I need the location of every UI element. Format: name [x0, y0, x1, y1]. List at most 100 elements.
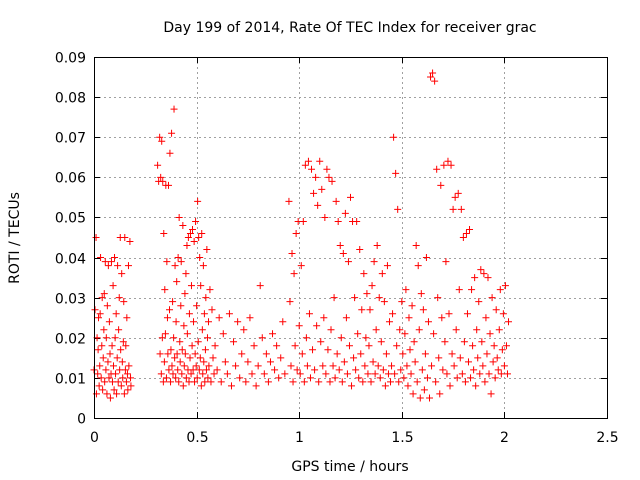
data-point — [112, 370, 120, 378]
data-point — [380, 298, 388, 306]
data-point — [362, 334, 370, 342]
data-point — [350, 354, 358, 362]
data-point — [477, 266, 485, 274]
data-point — [447, 161, 455, 169]
data-point — [256, 282, 264, 290]
data-point — [446, 382, 454, 390]
data-point — [338, 378, 346, 386]
data-point — [476, 370, 484, 378]
data-point — [193, 302, 201, 310]
data-point — [266, 358, 274, 366]
data-point — [163, 314, 171, 322]
data-point — [480, 270, 488, 278]
data-point — [361, 362, 369, 370]
data-point — [431, 77, 439, 85]
data-point — [309, 346, 317, 354]
data-point — [462, 229, 470, 237]
data-point — [434, 294, 442, 302]
data-point — [161, 330, 169, 338]
data-point — [343, 370, 351, 378]
data-point — [174, 254, 182, 262]
data-point — [448, 350, 456, 358]
data-point — [287, 362, 295, 370]
data-point — [484, 274, 492, 282]
plot-frame — [94, 57, 608, 419]
data-point — [367, 378, 375, 386]
data-point — [95, 382, 103, 390]
data-point — [503, 370, 511, 378]
data-point — [269, 330, 277, 338]
data-point — [348, 382, 356, 390]
data-point — [195, 366, 203, 374]
data-point — [306, 374, 314, 382]
data-point — [100, 290, 108, 298]
data-point — [98, 342, 106, 350]
data-point — [285, 197, 293, 205]
data-point — [169, 298, 177, 306]
data-point — [91, 306, 99, 314]
data-point — [156, 350, 164, 358]
data-point — [485, 370, 493, 378]
data-point — [358, 306, 366, 314]
data-point — [396, 326, 404, 334]
data-point — [410, 338, 418, 346]
data-points — [90, 69, 513, 402]
data-point — [344, 258, 352, 266]
data-point — [179, 382, 187, 390]
data-point — [215, 314, 223, 322]
data-point — [203, 334, 211, 342]
data-point — [378, 270, 386, 278]
data-point — [488, 294, 496, 302]
data-point — [230, 338, 238, 346]
data-point — [381, 382, 389, 390]
data-point — [505, 318, 513, 326]
data-point — [353, 217, 361, 225]
data-point — [227, 382, 235, 390]
data-point — [492, 306, 500, 314]
data-point — [221, 358, 229, 366]
data-point — [123, 370, 131, 378]
data-point — [117, 382, 125, 390]
data-point — [198, 326, 206, 334]
data-point — [176, 338, 184, 346]
data-point — [292, 229, 300, 237]
data-point — [463, 310, 471, 318]
data-point — [121, 366, 129, 374]
data-point — [117, 346, 125, 354]
data-point — [161, 286, 169, 294]
data-point — [494, 366, 502, 374]
data-point — [339, 250, 347, 258]
data-point — [172, 318, 180, 326]
y-tick-label: 0 — [77, 412, 86, 428]
data-point — [461, 378, 469, 386]
data-point — [312, 173, 320, 181]
data-point — [502, 342, 510, 350]
data-point — [469, 342, 477, 350]
data-point — [206, 286, 214, 294]
data-point — [466, 225, 474, 233]
data-point — [319, 362, 327, 370]
data-point — [437, 181, 445, 189]
data-point — [363, 290, 371, 298]
data-point — [202, 366, 210, 374]
data-point — [115, 326, 123, 334]
data-point — [199, 262, 207, 270]
data-point — [122, 342, 130, 350]
data-point — [164, 181, 172, 189]
data-point — [289, 378, 297, 386]
data-point — [388, 362, 396, 370]
data-point — [398, 298, 406, 306]
data-point — [281, 370, 289, 378]
x-axis-label: GPS time / hours — [291, 459, 408, 475]
data-point — [106, 394, 114, 402]
data-point — [164, 350, 172, 358]
data-point — [387, 378, 395, 386]
data-point — [211, 342, 219, 350]
data-point — [392, 169, 400, 177]
data-point — [468, 286, 476, 294]
data-point — [400, 374, 408, 382]
data-point — [126, 238, 134, 246]
data-point — [290, 270, 298, 278]
data-point — [458, 370, 466, 378]
data-point — [189, 366, 197, 374]
